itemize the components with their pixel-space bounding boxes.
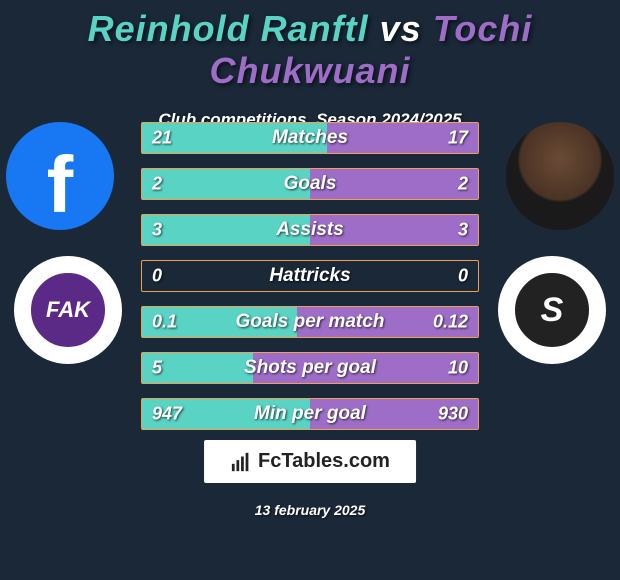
player2-club-text: S [541, 291, 564, 330]
stat-value-player1: 947 [152, 404, 182, 425]
stat-row: 5 10 Shots per goal [141, 352, 479, 384]
stat-value-player2: 3 [458, 220, 468, 241]
player1-club-text: FAK [46, 297, 90, 323]
stat-value-player2: 0 [458, 266, 468, 287]
stat-value-player1: 3 [152, 220, 162, 241]
stat-value-player2: 930 [438, 404, 468, 425]
stat-row: 2 2 Goals [141, 168, 479, 200]
brand-logo-icon [230, 451, 252, 473]
stat-label: Goals per match [236, 311, 385, 333]
player2-club-badge-inner: S [511, 269, 593, 351]
comparison-title: Reinhold Ranftl vs Tochi Chukwuani [0, 0, 620, 92]
player1-name: Reinhold Ranftl [88, 8, 369, 49]
stat-label: Min per goal [254, 403, 366, 425]
stat-value-player1: 21 [152, 128, 172, 149]
stat-value-player2: 2 [458, 174, 468, 195]
stat-row: 3 3 Assists [141, 214, 479, 246]
stat-label: Shots per goal [244, 357, 376, 379]
brand-text: FcTables.com [258, 450, 390, 473]
stat-value-player1: 2 [152, 174, 162, 195]
stat-row: 0.1 0.12 Goals per match [141, 306, 479, 338]
stat-value-player2: 0.12 [433, 312, 468, 333]
stat-row: 947 930 Min per goal [141, 398, 479, 430]
player1-club-badge-inner: FAK [27, 269, 109, 351]
stat-row: 0 0 Hattricks [141, 260, 479, 292]
comparison-date: 13 february 2025 [0, 502, 620, 518]
facebook-icon: f [47, 145, 74, 225]
player1-club-badge: FAK [14, 256, 122, 364]
stat-value-player1: 5 [152, 358, 162, 379]
stat-label: Matches [272, 127, 348, 149]
stats-container: 21 17 Matches 2 2 Goals 3 3 Assists 0 0 Hattricks 0.… [141, 122, 479, 444]
vs-text: vs [380, 8, 422, 49]
stat-row: 21 17 Matches [141, 122, 479, 154]
player2-club-badge: S [498, 256, 606, 364]
stat-label: Assists [276, 219, 344, 241]
stat-label: Hattricks [269, 265, 350, 287]
stat-value-player1: 0.1 [152, 312, 177, 333]
stat-value-player1: 0 [152, 266, 162, 287]
stat-label: Goals [284, 173, 337, 195]
stat-value-player2: 10 [448, 358, 468, 379]
player2-portrait [506, 122, 614, 230]
brand-box: FcTables.com [204, 440, 416, 483]
stat-value-player2: 17 [448, 128, 468, 149]
player1-portrait: f [6, 122, 114, 230]
